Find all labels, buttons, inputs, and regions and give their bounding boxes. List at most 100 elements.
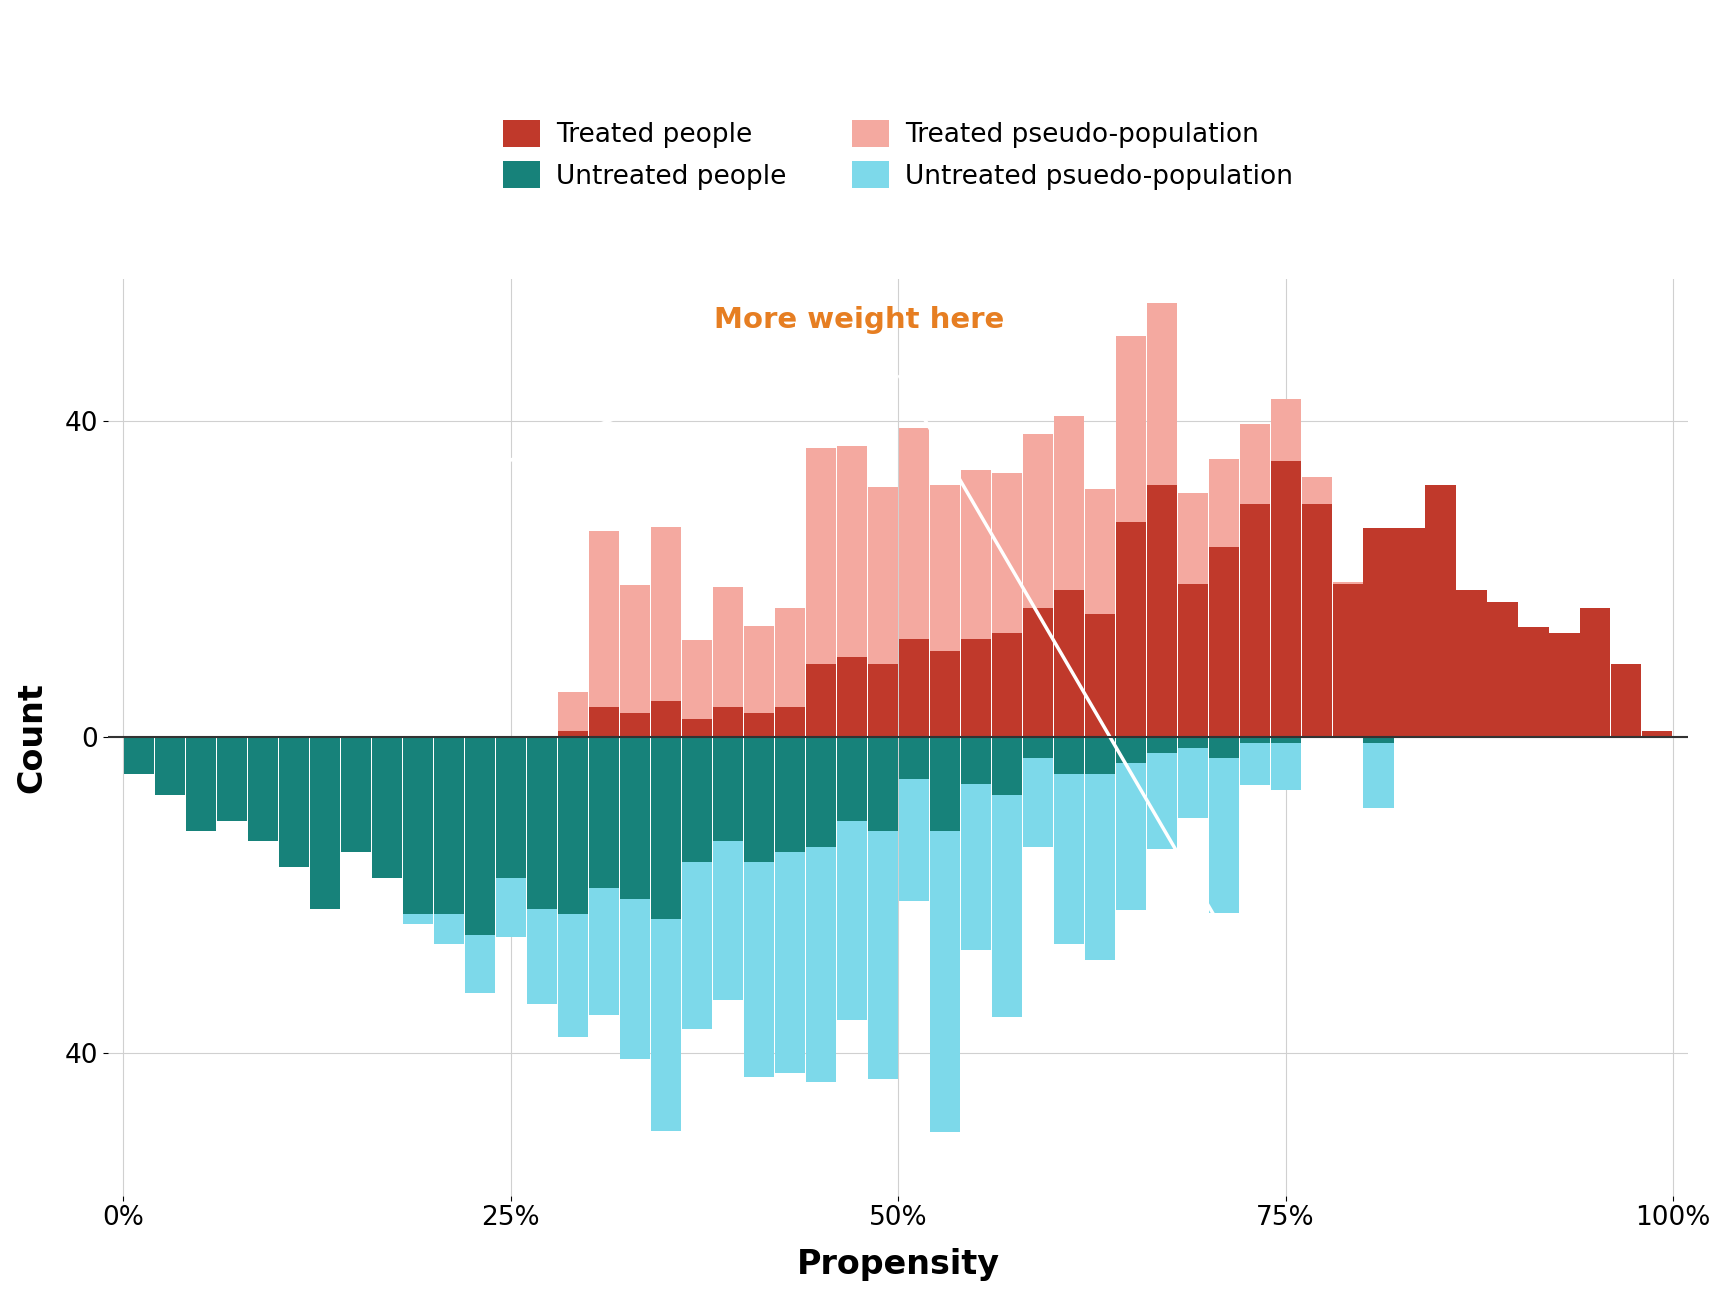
Bar (278, 737, 309, 867)
Bar (465, 737, 494, 993)
Bar (558, 692, 588, 737)
Bar (774, 737, 805, 1073)
Bar (1642, 731, 1673, 737)
Bar (1177, 583, 1208, 737)
Bar (930, 737, 959, 1133)
Bar (187, 737, 216, 831)
Bar (589, 706, 619, 737)
Bar (805, 448, 836, 737)
Bar (1023, 737, 1052, 846)
Bar (278, 737, 309, 822)
Bar (805, 664, 836, 737)
Bar (1394, 529, 1424, 737)
Bar (1426, 555, 1455, 737)
Bar (340, 737, 372, 851)
Bar (309, 737, 340, 864)
Bar (1147, 303, 1177, 737)
Bar (1488, 603, 1517, 737)
Bar (1270, 461, 1301, 737)
Bar (867, 664, 899, 737)
Bar (156, 737, 185, 754)
Bar (1394, 566, 1424, 737)
Bar (403, 737, 432, 924)
Bar (899, 428, 928, 737)
X-axis label: Propensity: Propensity (797, 1248, 1001, 1280)
Bar (1177, 737, 1208, 748)
Bar (1239, 737, 1270, 785)
Bar (1239, 737, 1270, 743)
Bar (992, 632, 1021, 737)
Bar (1208, 459, 1239, 737)
Bar (187, 737, 216, 772)
Bar (216, 737, 247, 820)
Bar (651, 701, 681, 737)
Bar (743, 626, 774, 737)
Bar (1301, 504, 1332, 737)
Bar (1332, 582, 1363, 737)
Bar (1550, 696, 1579, 737)
Bar (1239, 424, 1270, 737)
Bar (899, 737, 928, 901)
Bar (247, 737, 278, 794)
Text: More weight here: More weight here (416, 306, 1004, 499)
Bar (1363, 737, 1393, 743)
Bar (247, 737, 278, 841)
Bar (1177, 737, 1208, 818)
Bar (992, 737, 1021, 794)
Bar (961, 639, 990, 737)
Bar (651, 737, 681, 1131)
Bar (1054, 737, 1083, 943)
Bar (558, 731, 588, 737)
Bar (961, 469, 990, 737)
Bar (930, 485, 959, 737)
Bar (1332, 583, 1363, 737)
Bar (1270, 737, 1301, 743)
Bar (216, 737, 247, 776)
Bar (1457, 590, 1486, 737)
Bar (434, 737, 463, 914)
Bar (867, 737, 899, 1078)
Bar (527, 737, 556, 1004)
Bar (681, 640, 712, 737)
Bar (992, 737, 1021, 1017)
Bar (774, 737, 805, 851)
Bar (309, 737, 340, 908)
Bar (1208, 547, 1239, 737)
Bar (712, 737, 743, 841)
Bar (1488, 662, 1517, 737)
Bar (712, 587, 743, 737)
Bar (1519, 627, 1548, 737)
Bar (1116, 336, 1146, 737)
Bar (372, 737, 403, 877)
Bar (961, 737, 990, 950)
Bar (743, 713, 774, 737)
Bar (961, 737, 990, 784)
Bar (743, 737, 774, 862)
Bar (681, 737, 712, 862)
Bar (1208, 737, 1239, 758)
Bar (1085, 490, 1115, 737)
Bar (1177, 494, 1208, 737)
Bar (1612, 718, 1642, 737)
Bar (1519, 684, 1548, 737)
Bar (1147, 737, 1177, 753)
Bar (1054, 737, 1083, 774)
Bar (712, 706, 743, 737)
Bar (620, 713, 650, 737)
Bar (992, 473, 1021, 737)
Bar (1023, 737, 1052, 758)
Bar (558, 737, 588, 914)
Bar (681, 719, 712, 737)
Bar (836, 737, 867, 820)
Bar (1085, 737, 1115, 774)
Bar (867, 487, 899, 737)
Bar (899, 639, 928, 737)
Bar (156, 737, 185, 794)
Bar (774, 706, 805, 737)
Bar (1581, 695, 1610, 737)
Bar (1363, 529, 1393, 737)
Bar (836, 737, 867, 1020)
Bar (1116, 522, 1146, 737)
Bar (434, 737, 463, 945)
Bar (403, 737, 432, 914)
